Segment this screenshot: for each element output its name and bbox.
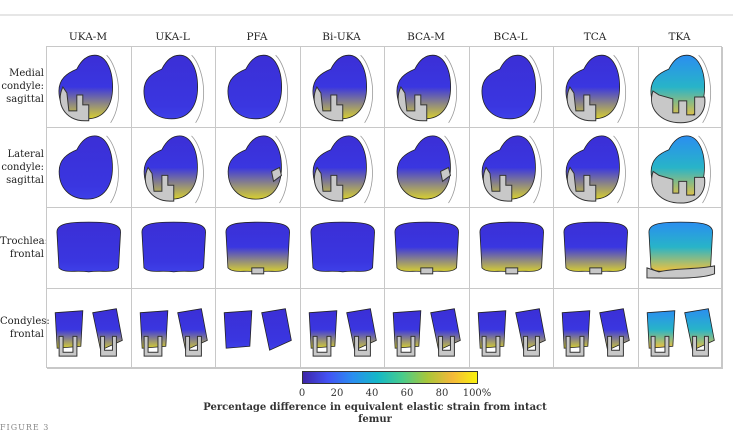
column-header: UKA-M	[68, 31, 108, 43]
row-label: Medial condyle: sagittal	[0, 67, 44, 106]
strain-map-cell	[131, 47, 216, 128]
strain-map-cell	[131, 208, 216, 289]
femur-strain-map	[223, 308, 292, 351]
strain-map-cell	[554, 289, 639, 369]
femur-strain-map	[396, 54, 458, 124]
strain-map-cell	[638, 289, 723, 369]
strain-map-cell	[300, 208, 385, 289]
femur-strain-map	[392, 308, 461, 357]
strain-map-cell	[638, 208, 723, 289]
figure-grid	[46, 46, 723, 369]
colorbar-tick: 100%	[462, 388, 492, 399]
strain-map-cell	[554, 47, 639, 128]
colorbar	[302, 371, 478, 384]
strain-map-cell	[469, 289, 554, 369]
row-label-line: sagittal	[6, 174, 44, 186]
strain-map-cell	[554, 208, 639, 289]
femur-strain-map	[563, 221, 628, 275]
row-label: Trochlea: frontal	[0, 235, 48, 261]
strain-map-cell	[638, 128, 723, 208]
strain-map-cell	[469, 47, 554, 128]
column-header: BCA-M	[407, 31, 445, 43]
femur-strain-map	[54, 308, 123, 357]
strain-map-cell	[469, 128, 554, 208]
strain-map-cell	[131, 128, 216, 208]
strain-map-cell	[216, 289, 301, 369]
strain-map-cell	[554, 128, 639, 208]
femur-strain-map	[56, 221, 121, 273]
femur-strain-map	[139, 308, 208, 357]
figure-caption: FIGURE 3	[0, 423, 50, 432]
colorbar-tick: 0	[298, 388, 306, 399]
femur-strain-map	[645, 221, 715, 279]
femur-strain-map	[394, 221, 459, 275]
strain-map-cell	[131, 289, 216, 369]
femur-strain-map	[308, 308, 377, 357]
row-label-line: frontal	[9, 248, 44, 260]
femur-strain-map	[650, 135, 711, 204]
femur-strain-map	[565, 54, 627, 124]
strain-map-cell	[47, 289, 132, 369]
column-header: PFA	[246, 31, 268, 43]
strain-map-cell	[216, 128, 301, 208]
femur-strain-map	[396, 135, 457, 204]
femur-strain-map	[481, 135, 542, 204]
femur-strain-map	[310, 221, 375, 273]
row-label-line: frontal	[9, 329, 44, 340]
strain-map-cell	[300, 47, 385, 128]
row-label-line: condyle:	[1, 81, 44, 92]
strain-map-cell	[638, 47, 723, 128]
strain-map-cell	[47, 47, 132, 128]
femur-strain-map	[646, 308, 715, 357]
femur-strain-map	[227, 54, 289, 124]
colorbar-tick: 60	[400, 388, 414, 399]
row-label-line: Condyles:	[0, 316, 50, 327]
femur-strain-map	[479, 221, 544, 275]
femur-strain-map	[477, 308, 546, 357]
femur-strain-map	[58, 135, 119, 204]
column-header: TKA	[668, 31, 691, 43]
femur-strain-map	[650, 54, 711, 124]
femur-strain-map	[312, 135, 373, 204]
femur-strain-map	[58, 54, 120, 124]
femur-strain-map	[312, 54, 373, 124]
colorbar-tick: 40	[365, 388, 379, 399]
column-header: BCA-L	[493, 31, 528, 43]
colorbar-label: Percentage difference in equivalent elas…	[203, 402, 547, 425]
row-label-line: Trochlea:	[0, 235, 48, 247]
strain-map-cell	[385, 128, 470, 208]
row-label: Condyles: frontal	[0, 315, 50, 341]
row-label-line: Lateral	[7, 148, 44, 160]
row-label-line: condyle:	[1, 161, 44, 173]
strain-map-cell	[300, 289, 385, 369]
strain-map-cell	[47, 128, 132, 208]
row-label: Lateral condyle: sagittal	[0, 148, 44, 187]
strain-map-cell	[216, 208, 301, 289]
strain-map-cell	[385, 289, 470, 369]
strain-map-cell	[300, 128, 385, 208]
colorbar-tick: 80	[435, 388, 449, 399]
page-divider	[0, 14, 733, 16]
column-header: TCA	[583, 31, 607, 43]
colorbar-tick: 20	[330, 388, 344, 399]
column-header: UKA-L	[155, 31, 190, 43]
femur-strain-map	[225, 221, 290, 275]
femur-strain-map	[565, 135, 626, 204]
strain-map-cell	[385, 47, 470, 128]
femur-strain-map	[141, 221, 206, 273]
femur-strain-map	[143, 135, 204, 204]
femur-strain-map	[481, 54, 542, 124]
strain-map-cell	[469, 208, 554, 289]
femur-strain-map	[561, 308, 630, 357]
row-label-line: Medial	[9, 68, 44, 79]
femur-strain-map	[143, 54, 204, 124]
row-label-line: sagittal	[6, 94, 44, 105]
column-header: Bi-UKA	[322, 31, 361, 43]
strain-map-cell	[216, 47, 301, 128]
femur-strain-map	[227, 135, 288, 204]
strain-map-cell	[385, 208, 470, 289]
strain-map-cell	[47, 208, 132, 289]
